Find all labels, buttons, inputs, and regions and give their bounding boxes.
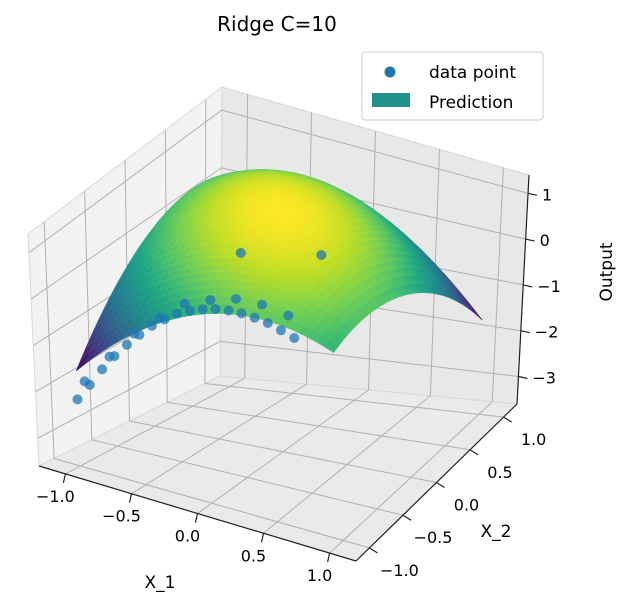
- data-point-series: [72, 247, 327, 405]
- z-tick-mark: [518, 375, 528, 380]
- data-point: [172, 308, 183, 319]
- z-axis-ticks: −3 −2 −1 0 1: [532, 185, 560, 387]
- y-tick-label: −1.0: [380, 561, 419, 580]
- data-point: [97, 364, 108, 375]
- wall-grid-line: [37, 340, 519, 439]
- prediction-surface: [76, 169, 483, 372]
- x-tick-mark: [327, 552, 331, 563]
- y-tick-mark: [436, 481, 445, 489]
- data-point: [236, 308, 247, 319]
- legend-prediction-label: Prediction: [429, 93, 513, 113]
- data-point: [184, 305, 195, 316]
- floor-grid-line: [329, 401, 493, 554]
- surface-facet: [324, 340, 339, 353]
- data-point: [231, 293, 241, 304]
- back-wall-grid-line: [491, 167, 504, 402]
- z-tick-label: 0: [540, 231, 550, 250]
- y-tick-mark: [402, 514, 412, 521]
- z-tick-mark: [525, 238, 535, 242]
- floor-grid-line: [167, 401, 471, 451]
- z-tick-mark: [520, 330, 530, 334]
- y-tick-label: 1.0: [521, 430, 546, 449]
- left-wall-grid-line: [43, 221, 55, 459]
- z-tick-label: 1: [542, 185, 552, 204]
- data-point: [129, 328, 140, 339]
- x-tick-mark: [128, 493, 133, 503]
- wall-grid-line: [28, 109, 529, 254]
- data-point: [262, 318, 273, 328]
- data-point: [205, 295, 216, 306]
- wall-grid-line: [30, 167, 526, 300]
- floor-grid-line: [204, 383, 504, 418]
- data-point: [210, 304, 221, 315]
- data-point: [257, 299, 267, 310]
- x-tick-label: −1.0: [36, 487, 75, 506]
- x-axis-ticks: −1.0 −0.5 0.0 0.5 1.0: [36, 487, 332, 585]
- x-tick-mark: [62, 473, 66, 484]
- data-point: [223, 305, 234, 316]
- data-point: [289, 333, 300, 343]
- x-tick-label: 0.5: [241, 546, 266, 565]
- x-tick-label: 0.0: [175, 527, 200, 546]
- chart-title: Ridge C=10: [217, 12, 337, 36]
- axis-lines: [38, 174, 538, 563]
- data-point: [276, 325, 286, 336]
- z-tick-mark: [523, 284, 533, 288]
- y-axis-ticks: −1.0 −0.5 0.0 0.5 1.0: [380, 430, 546, 580]
- legend-prediction-swatch: [372, 93, 410, 107]
- z-axis-line: [516, 174, 530, 405]
- z-tick-label: −3: [532, 369, 556, 388]
- x-axis-label: X_1: [145, 573, 176, 593]
- legend: data point Prediction: [361, 51, 544, 121]
- y-tick-mark: [503, 416, 512, 423]
- data-point: [146, 320, 157, 331]
- floor-grid-line: [129, 420, 437, 483]
- z-tick-mark: [527, 192, 538, 196]
- y-axis-label: X_2: [481, 522, 512, 542]
- z-axis-label: Output: [597, 242, 617, 301]
- data-point: [104, 351, 115, 362]
- y-tick-mark: [469, 449, 479, 456]
- data-point: [72, 394, 83, 405]
- x-tick-label: 1.0: [307, 566, 332, 585]
- y-tick-mark: [369, 547, 378, 554]
- left-wall-grid-line: [84, 191, 93, 440]
- data-point: [316, 250, 327, 260]
- data-point: [235, 247, 246, 258]
- data-point: [197, 304, 208, 315]
- legend-data-point-label: data point: [429, 63, 516, 83]
- y-tick-label: 0.5: [487, 463, 512, 482]
- y-tick-label: −0.5: [414, 528, 453, 547]
- x-tick-mark: [194, 513, 199, 523]
- x-tick-label: −0.5: [102, 507, 141, 526]
- floor-grid-line: [263, 395, 431, 534]
- data-point: [283, 310, 294, 321]
- data-point: [121, 339, 132, 350]
- data-point: [154, 312, 165, 323]
- y-tick-label: 0.0: [454, 496, 479, 515]
- data-point: [249, 312, 260, 323]
- z-tick-label: −2: [535, 323, 559, 342]
- data-point: [179, 298, 190, 309]
- x-tick-mark: [260, 533, 265, 543]
- legend-data-point-marker: [384, 66, 396, 78]
- z-tick-label: −1: [537, 277, 561, 296]
- data-point: [79, 376, 90, 387]
